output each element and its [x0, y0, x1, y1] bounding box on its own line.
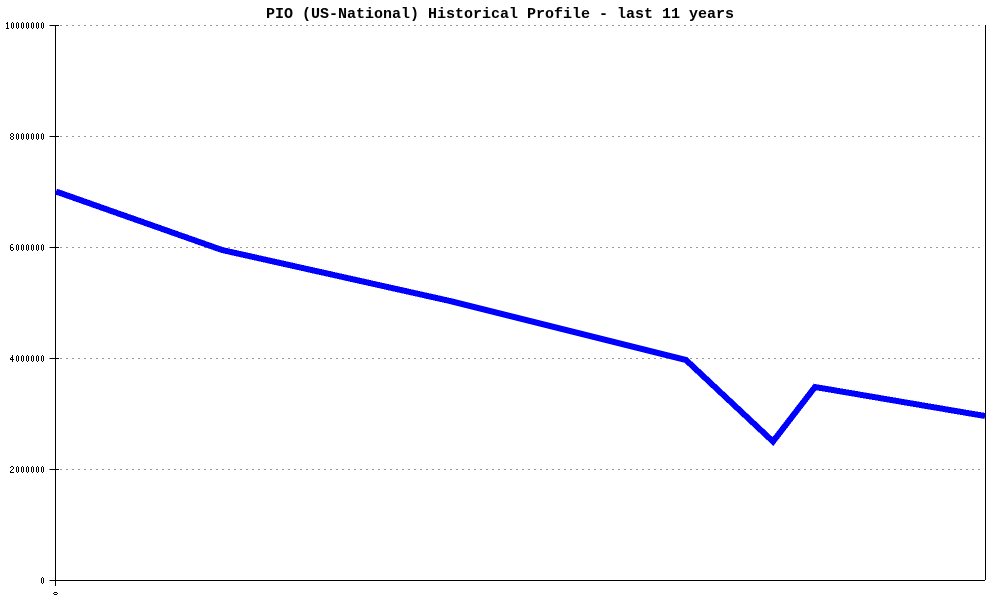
- svg-text:PIO (US-National) Historical P: PIO (US-National) Historical Profile - l…: [266, 6, 734, 23]
